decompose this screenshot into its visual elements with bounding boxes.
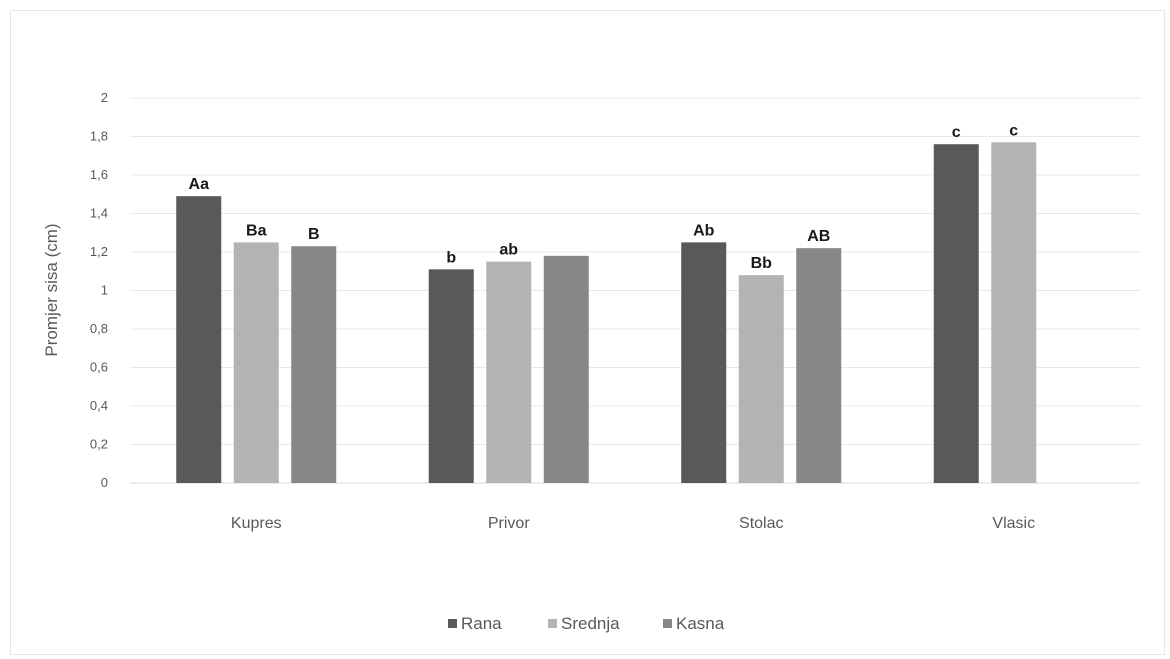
- data-label: c: [952, 124, 961, 141]
- bar-kasna-privor: [543, 255, 589, 483]
- y-tick-label: 1,6: [90, 167, 108, 182]
- bar-kasna-stolac: [796, 248, 842, 483]
- y-tick-label: 0,4: [90, 398, 108, 413]
- legend-swatch-kasna: [663, 619, 672, 628]
- bar-rana-stolac: [681, 242, 727, 483]
- data-label: c: [1009, 122, 1018, 139]
- y-tick-label: 1: [101, 283, 108, 298]
- bar-srednja-privor: [486, 261, 532, 483]
- data-label: Ba: [246, 222, 267, 239]
- x-category-label: Privor: [488, 515, 530, 532]
- legend-swatch-srednja: [548, 619, 557, 628]
- y-tick-label: 0,2: [90, 437, 108, 452]
- bar-rana-privor: [428, 269, 474, 483]
- x-category-label: Stolac: [739, 515, 783, 532]
- x-category-label: Kupres: [231, 515, 282, 532]
- y-axis-label: Promjer sisa (cm): [42, 223, 61, 356]
- bar-srednja-stolac: [738, 275, 784, 483]
- bars: [176, 142, 1037, 484]
- legend-swatch-rana: [448, 619, 457, 628]
- x-axis-categories: Kupres Privor Stolac Vlasic: [231, 515, 1035, 532]
- data-label: b: [446, 249, 456, 266]
- data-label: Aa: [189, 176, 210, 193]
- bar-srednja-kupres: [233, 242, 279, 483]
- data-labels: Aa Ba Bb ab Ab Bb AB c c: [189, 122, 1019, 272]
- bar-srednja-vlasic: [991, 142, 1037, 483]
- y-tick-label: 1,2: [90, 244, 108, 259]
- data-label: B: [308, 226, 320, 243]
- bar-rana-kupres: [176, 196, 222, 484]
- y-tick-label: 0,6: [90, 360, 108, 375]
- data-label: Bb: [751, 255, 773, 272]
- y-tick-label: 1,8: [90, 129, 108, 144]
- legend-label-srednja: Srednja: [561, 614, 620, 633]
- legend-label-rana: Rana: [461, 614, 502, 633]
- bar-rana-vlasic: [933, 144, 979, 483]
- y-tick-label: 0,8: [90, 321, 108, 336]
- legend: Rana Srednja Kasna: [448, 614, 725, 633]
- gridlines: [130, 97, 1140, 484]
- y-tick-label: 2: [101, 90, 108, 105]
- data-label: AB: [807, 228, 830, 245]
- y-axis-ticks: 0 0,2 0,4 0,6 0,8 1 1,2 1,4 1,6 1,8 2: [90, 90, 108, 490]
- bar-kasna-kupres: [291, 246, 337, 483]
- data-label: ab: [499, 242, 518, 259]
- y-tick-label: 0: [101, 475, 108, 490]
- legend-label-kasna: Kasna: [676, 614, 725, 633]
- data-label: Ab: [693, 222, 715, 239]
- y-tick-label: 1,4: [90, 206, 108, 221]
- x-category-label: Vlasic: [992, 515, 1035, 532]
